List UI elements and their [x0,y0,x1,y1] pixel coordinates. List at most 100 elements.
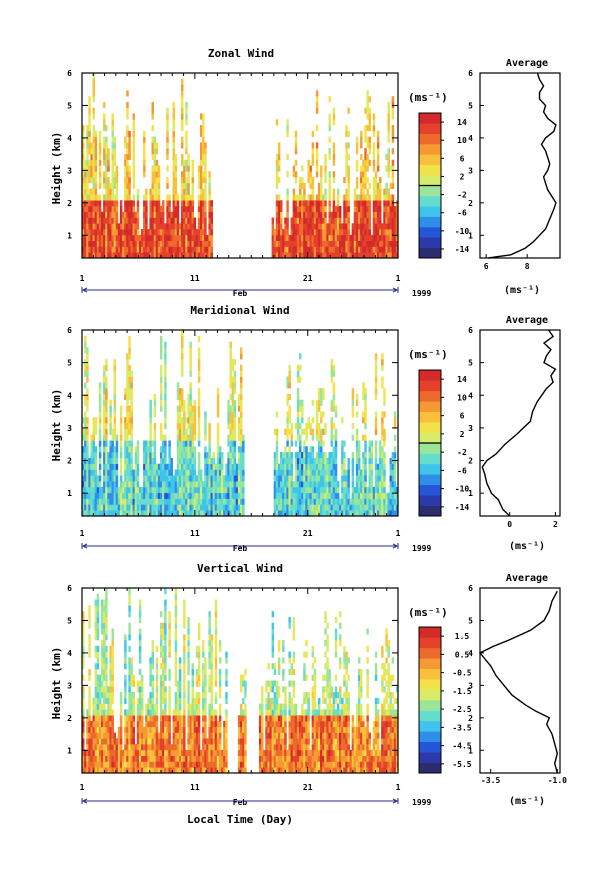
heatmap-cell [183,680,186,687]
heatmap-cell [221,475,224,482]
heatmap-cell [124,732,127,739]
heatmap-cell [296,246,300,253]
heatmap-cell [376,188,380,195]
heatmap-cell [202,229,205,236]
heatmap-cell [176,423,180,430]
heatmap-cell [379,457,382,465]
heatmap-cell [115,738,119,745]
heatmap-cell [166,738,169,745]
heatmap-cell [107,692,110,699]
heatmap-cell [374,217,378,224]
heatmap-cell [328,217,331,224]
heatmap-cell [221,469,224,476]
heatmap-cell [324,240,327,247]
heatmap-cell [233,498,237,505]
heatmap-cell [275,159,279,166]
heatmap-cell [332,475,336,482]
heatmap-cell [147,452,150,459]
heatmap-cell [126,177,129,184]
heatmap-cell [320,446,323,453]
heatmap-cell [187,761,190,768]
heatmap-cell [364,125,367,132]
heatmap-cell [82,726,85,733]
heatmap-cell [159,634,163,641]
heatmap-cell [111,130,114,137]
heatmap-cell [383,223,386,230]
heatmap-cell [145,223,148,230]
heatmap-cell [360,510,363,517]
heatmap-cell [92,446,95,453]
heatmap-cell [105,452,108,459]
heatmap-cell [273,504,277,511]
heatmap-cell [166,136,169,143]
heatmap-cell [334,240,338,247]
heatmap-cell [176,686,180,693]
heatmap-cell [98,452,102,459]
heatmap-cell [233,463,237,470]
heatmap-cell [345,200,348,207]
heatmap-cell [109,182,112,189]
heatmap-cell [240,417,243,424]
heatmap-cell [292,510,296,517]
heatmap-cell [119,246,123,253]
heatmap-cell [126,749,129,757]
heatmap-cell [311,130,315,137]
heatmap-cell [88,686,91,693]
heatmap-cell [174,628,178,635]
month-bar-arrow-right [392,287,399,293]
heatmap-cell [221,498,224,505]
heatmap-cell [157,194,161,201]
heatmap-cell [347,229,350,236]
heatmap-cell [376,182,380,189]
heatmap-cell [376,211,380,218]
heatmap-cell [181,726,184,733]
heatmap-cell [391,498,395,505]
heatmap-cell [334,504,338,511]
heatmap-cell [313,246,317,253]
heatmap-cell [366,113,369,120]
heatmap-cell [145,475,148,482]
heatmap-cell [374,498,378,505]
heatmap-cell [164,663,167,670]
heatmap-cell [86,749,89,757]
heatmap-cell [381,452,384,459]
heatmap-cell [195,481,199,488]
heatmap-cell [166,732,169,739]
heatmap-cell [341,246,344,253]
heatmap-cell [155,148,159,155]
heatmap-cell [229,353,232,360]
heatmap-cell [189,498,192,505]
heatmap-cell [199,486,203,494]
heatmap-cell [343,246,346,253]
heatmap-cell [290,481,294,488]
heatmap-cell [336,188,340,195]
x-tick-label: 11 [190,529,200,538]
heatmap-cell [111,246,114,253]
heatmap-cell [138,726,142,733]
heatmap-cell [174,200,178,207]
heatmap-cell [216,486,220,494]
heatmap-cell [113,382,117,389]
heatmap-cell [216,399,220,406]
heatmap-cell [385,211,388,218]
heatmap-cell [197,353,201,360]
heatmap-cell [240,405,243,412]
heatmap-cell [151,744,154,751]
heatmap-cell [124,136,127,143]
heatmap-cell [164,411,167,418]
heatmap-cell [100,605,104,612]
heatmap-cell [143,200,146,207]
heatmap-cell [119,446,123,453]
heatmap-cell [143,492,146,499]
heatmap-cell [320,194,323,201]
heatmap-cell [341,498,344,505]
heatmap-cell [191,510,195,517]
heatmap-cell [176,504,180,511]
heatmap-cell [347,252,350,259]
heatmap-cell [360,188,363,195]
heatmap-cell [290,428,294,435]
heatmap-cell [313,504,317,511]
heatmap-cell [235,469,239,476]
heatmap-cell [136,446,140,453]
heatmap-cell [199,498,203,505]
